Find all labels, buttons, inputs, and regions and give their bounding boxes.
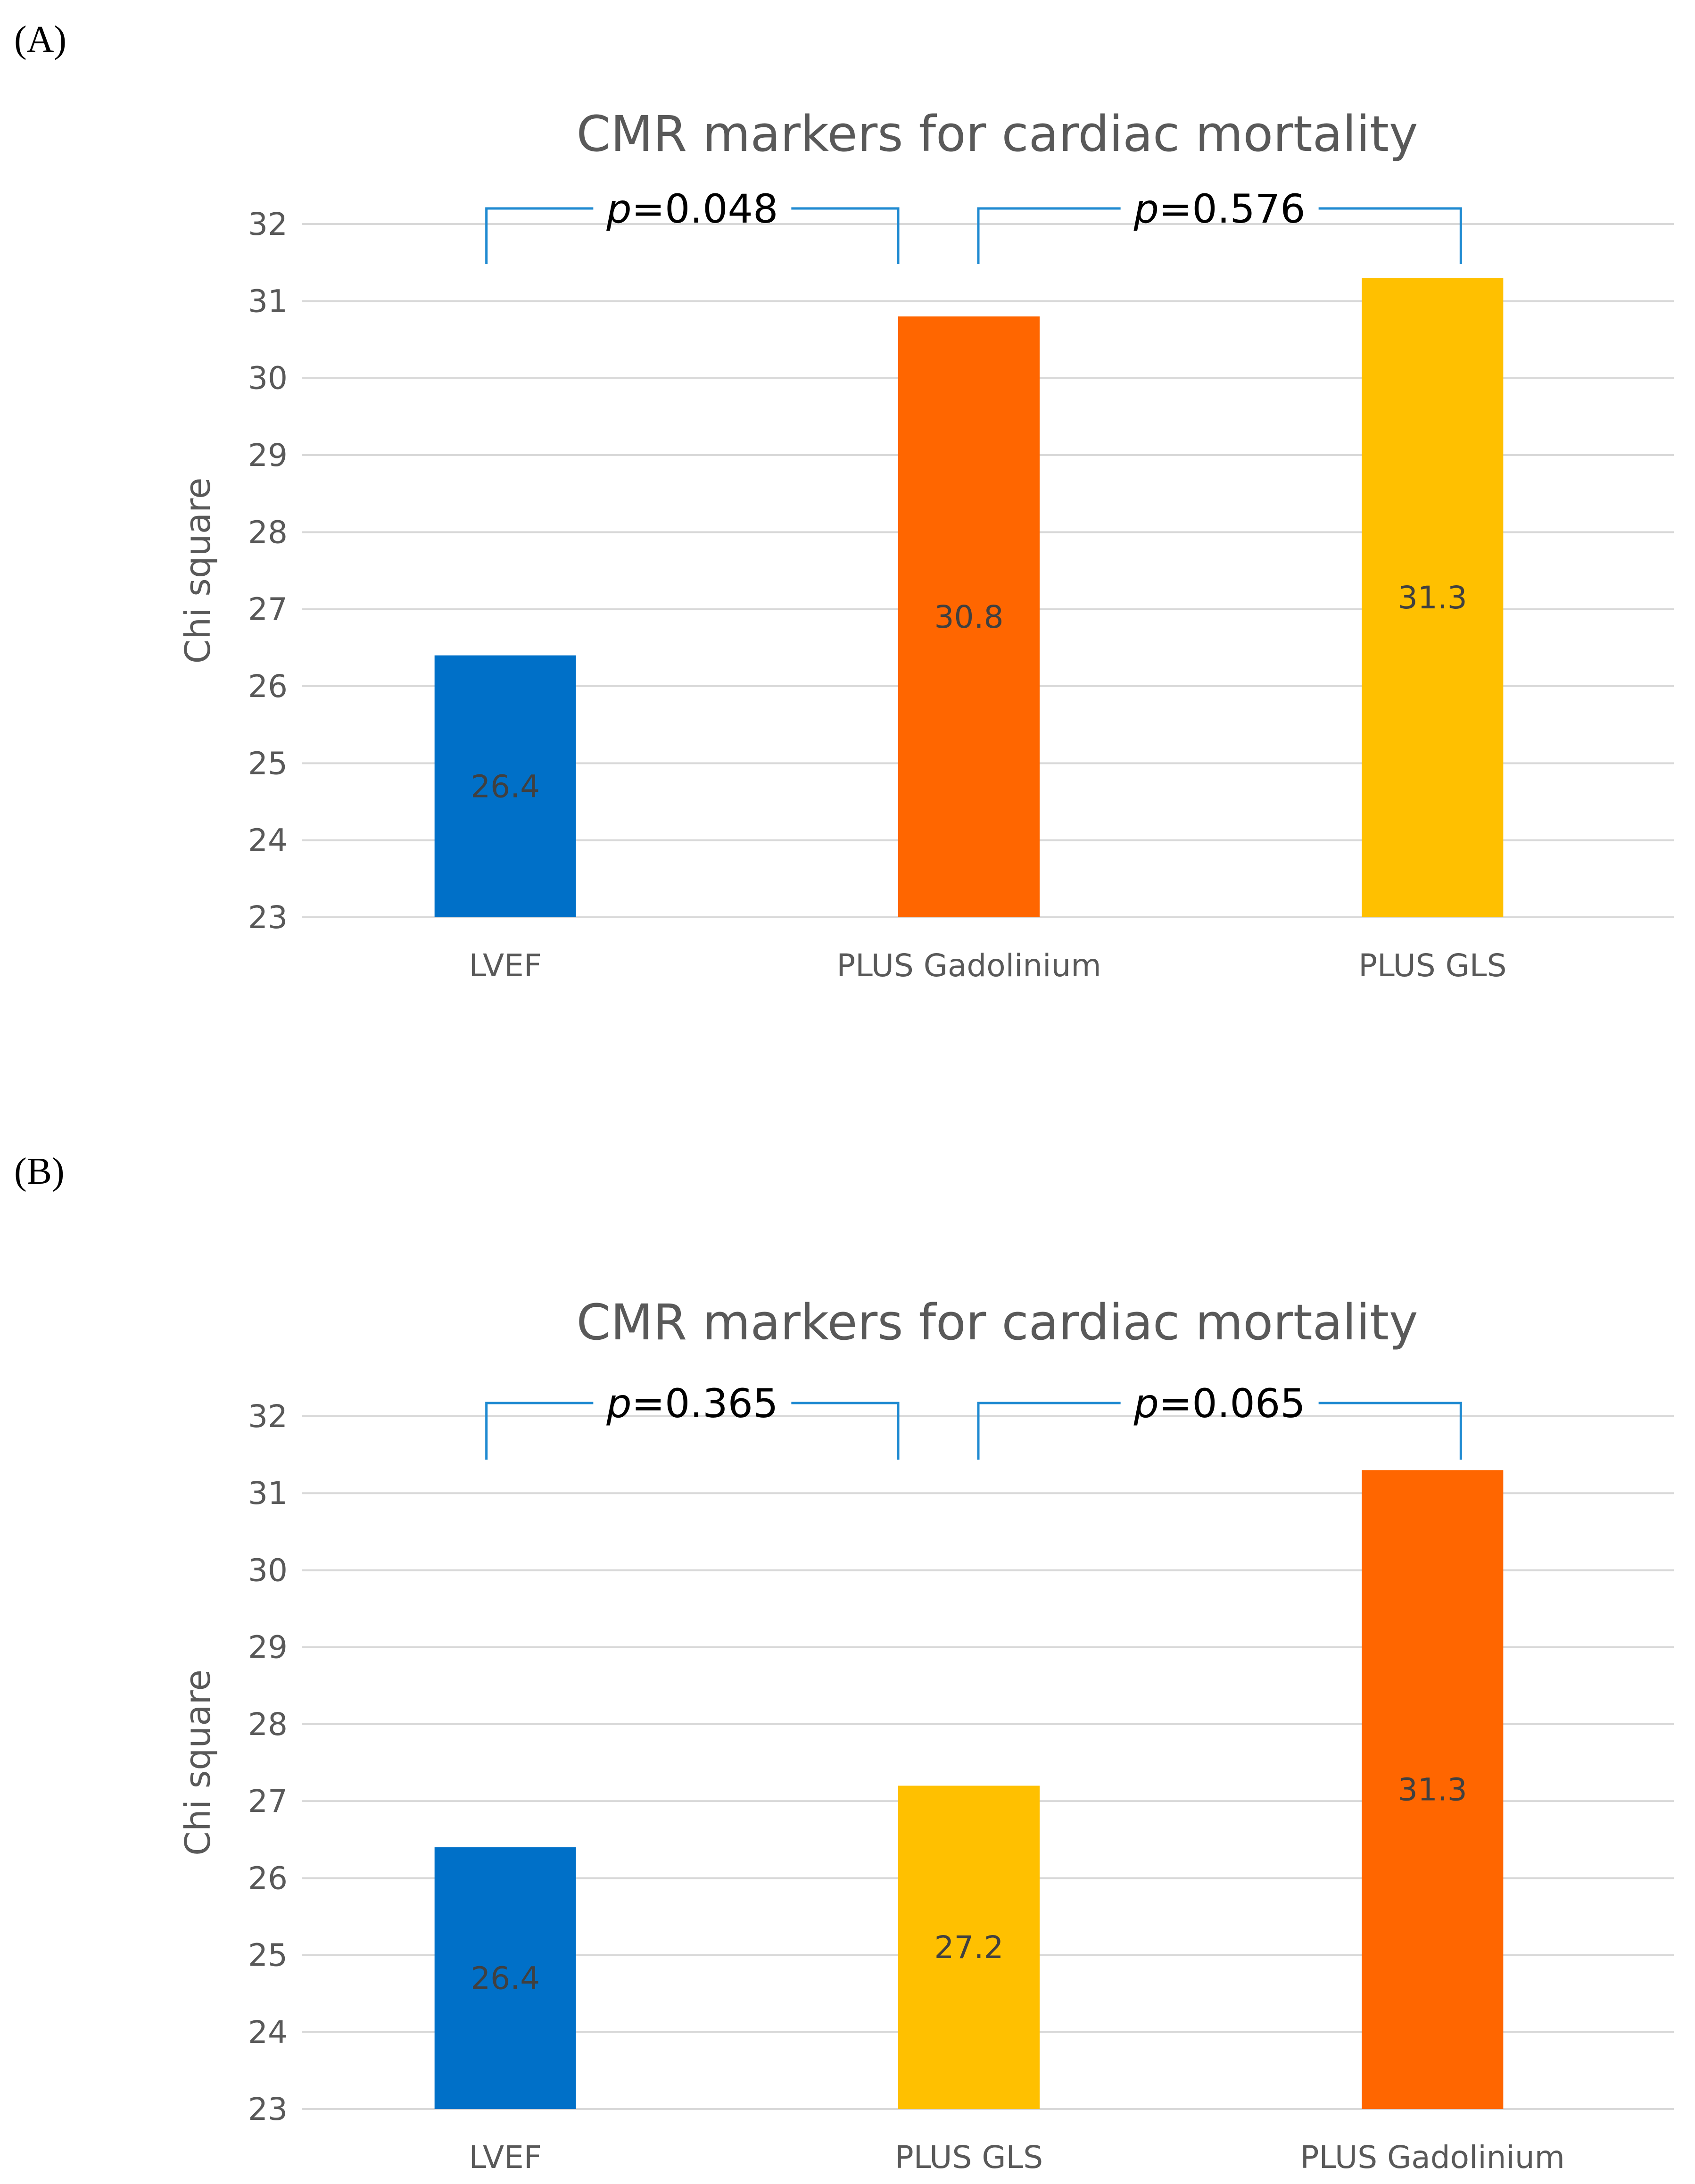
x-category-label: PLUS GLS	[1358, 947, 1506, 984]
data-label: 31.3	[1398, 1772, 1467, 1808]
bar	[898, 316, 1040, 917]
y-tick-label: 29	[248, 1629, 288, 1666]
chart-title: CMR markers for cardiac mortality	[576, 105, 1418, 163]
y-tick-label: 28	[248, 514, 288, 550]
y-tick-label: 30	[248, 1552, 288, 1588]
x-category-label: PLUS Gadolinium	[1300, 2139, 1565, 2176]
bar	[1362, 278, 1504, 918]
y-tick-label: 26	[248, 1860, 288, 1896]
panel-a: (A) CMR markers for cardiac mortality 23 24…	[14, 19, 1674, 984]
y-tick-label: 26	[248, 668, 288, 705]
panel-label: (A)	[14, 19, 66, 60]
x-category-label: PLUS Gadolinium	[836, 947, 1101, 984]
comparison-bracket	[485, 1402, 594, 1460]
bar	[1362, 1470, 1504, 2109]
chart-title: CMR markers for cardiac mortality	[576, 1294, 1418, 1351]
bar	[434, 655, 576, 917]
data-label: 27.2	[934, 1929, 1004, 1966]
y-tick-label: 31	[248, 283, 288, 319]
x-category-label: PLUS GLS	[895, 2139, 1043, 2176]
y-axis-label: Chi square	[178, 478, 218, 664]
y-tick-label: 24	[248, 822, 288, 859]
comparison-bracket	[791, 1402, 900, 1460]
y-tick-label: 30	[248, 360, 288, 397]
comparison-bracket	[1318, 1402, 1462, 1460]
comparison-bracket	[1318, 207, 1462, 264]
comparison-bracket	[977, 207, 1121, 264]
y-tick-label: 29	[248, 437, 288, 473]
y-tick-label: 25	[248, 745, 288, 781]
comparison-bracket	[485, 207, 594, 264]
x-category-label: LVEF	[469, 947, 541, 984]
y-tick-label: 23	[248, 2091, 288, 2127]
panel-label: (B)	[14, 1151, 65, 1192]
p-value-label: p=0.048	[606, 186, 778, 232]
comparison-bracket	[977, 1402, 1121, 1460]
y-tick-label: 31	[248, 1475, 288, 1511]
p-value-label: p=0.365	[606, 1380, 778, 1427]
p-value-label: p=0.065	[1133, 1380, 1306, 1427]
panel-b: (B) CMR markers for cardiac mortality 23 24…	[14, 1151, 1674, 2176]
comparison-bracket	[791, 207, 900, 264]
y-tick-label: 24	[248, 2014, 288, 2051]
y-tick-label: 28	[248, 1706, 288, 1743]
p-value-label: p=0.576	[1133, 186, 1306, 232]
y-axis-label: Chi square	[178, 1669, 218, 1856]
data-label: 26.4	[471, 768, 540, 805]
bar	[898, 1785, 1040, 2109]
y-tick-label: 27	[248, 1783, 288, 1819]
bar	[434, 1847, 576, 2109]
y-tick-label: 25	[248, 1937, 288, 1974]
y-tick-label: 23	[248, 899, 288, 936]
y-tick-label: 32	[248, 206, 288, 242]
y-tick-label: 27	[248, 591, 288, 628]
data-label: 30.8	[934, 599, 1004, 635]
x-category-label: LVEF	[469, 2139, 541, 2176]
y-tick-label: 32	[248, 1398, 288, 1435]
data-label: 31.3	[1398, 580, 1467, 616]
data-label: 26.4	[471, 1960, 540, 1997]
